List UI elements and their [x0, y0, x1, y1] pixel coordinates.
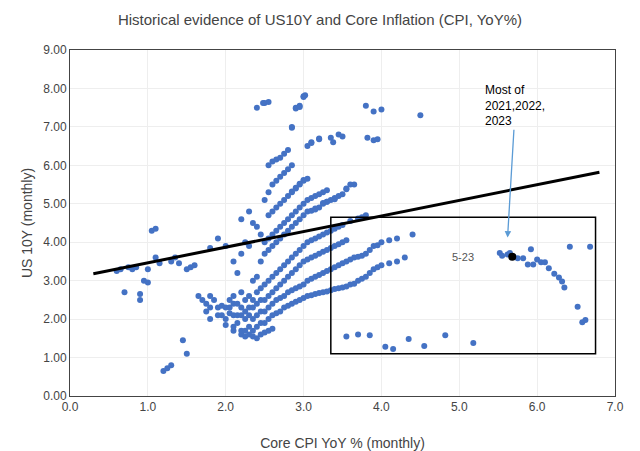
svg-text:US 10Y (monthly): US 10Y (monthly): [19, 168, 35, 278]
svg-text:3.0: 3.0: [295, 400, 312, 414]
svg-text:7.0: 7.0: [607, 400, 624, 414]
svg-text:0.0: 0.0: [62, 400, 79, 414]
svg-text:Core CPI YoY % (monthly): Core CPI YoY % (monthly): [260, 435, 425, 451]
svg-text:2.00: 2.00: [43, 312, 67, 326]
svg-text:9.00: 9.00: [43, 43, 67, 57]
svg-text:2.0: 2.0: [217, 400, 234, 414]
svg-text:Historical evidence of US10Y a: Historical evidence of US10Y and Core In…: [118, 11, 522, 28]
svg-text:6.00: 6.00: [43, 159, 67, 173]
svg-text:5.00: 5.00: [43, 197, 67, 211]
svg-text:1.00: 1.00: [43, 351, 67, 365]
svg-text:Most of2021,2022,2023: Most of2021,2022,2023: [485, 83, 545, 128]
svg-text:4.00: 4.00: [43, 235, 67, 249]
svg-text:3.00: 3.00: [43, 274, 67, 288]
svg-text:5-23: 5-23: [452, 251, 474, 263]
svg-text:4.0: 4.0: [373, 400, 390, 414]
svg-text:8.00: 8.00: [43, 82, 67, 96]
svg-text:5.0: 5.0: [451, 400, 468, 414]
svg-text:0.00: 0.00: [43, 389, 67, 403]
svg-text:1.0: 1.0: [140, 400, 157, 414]
svg-text:7.00: 7.00: [43, 120, 67, 134]
svg-text:6.0: 6.0: [529, 400, 546, 414]
